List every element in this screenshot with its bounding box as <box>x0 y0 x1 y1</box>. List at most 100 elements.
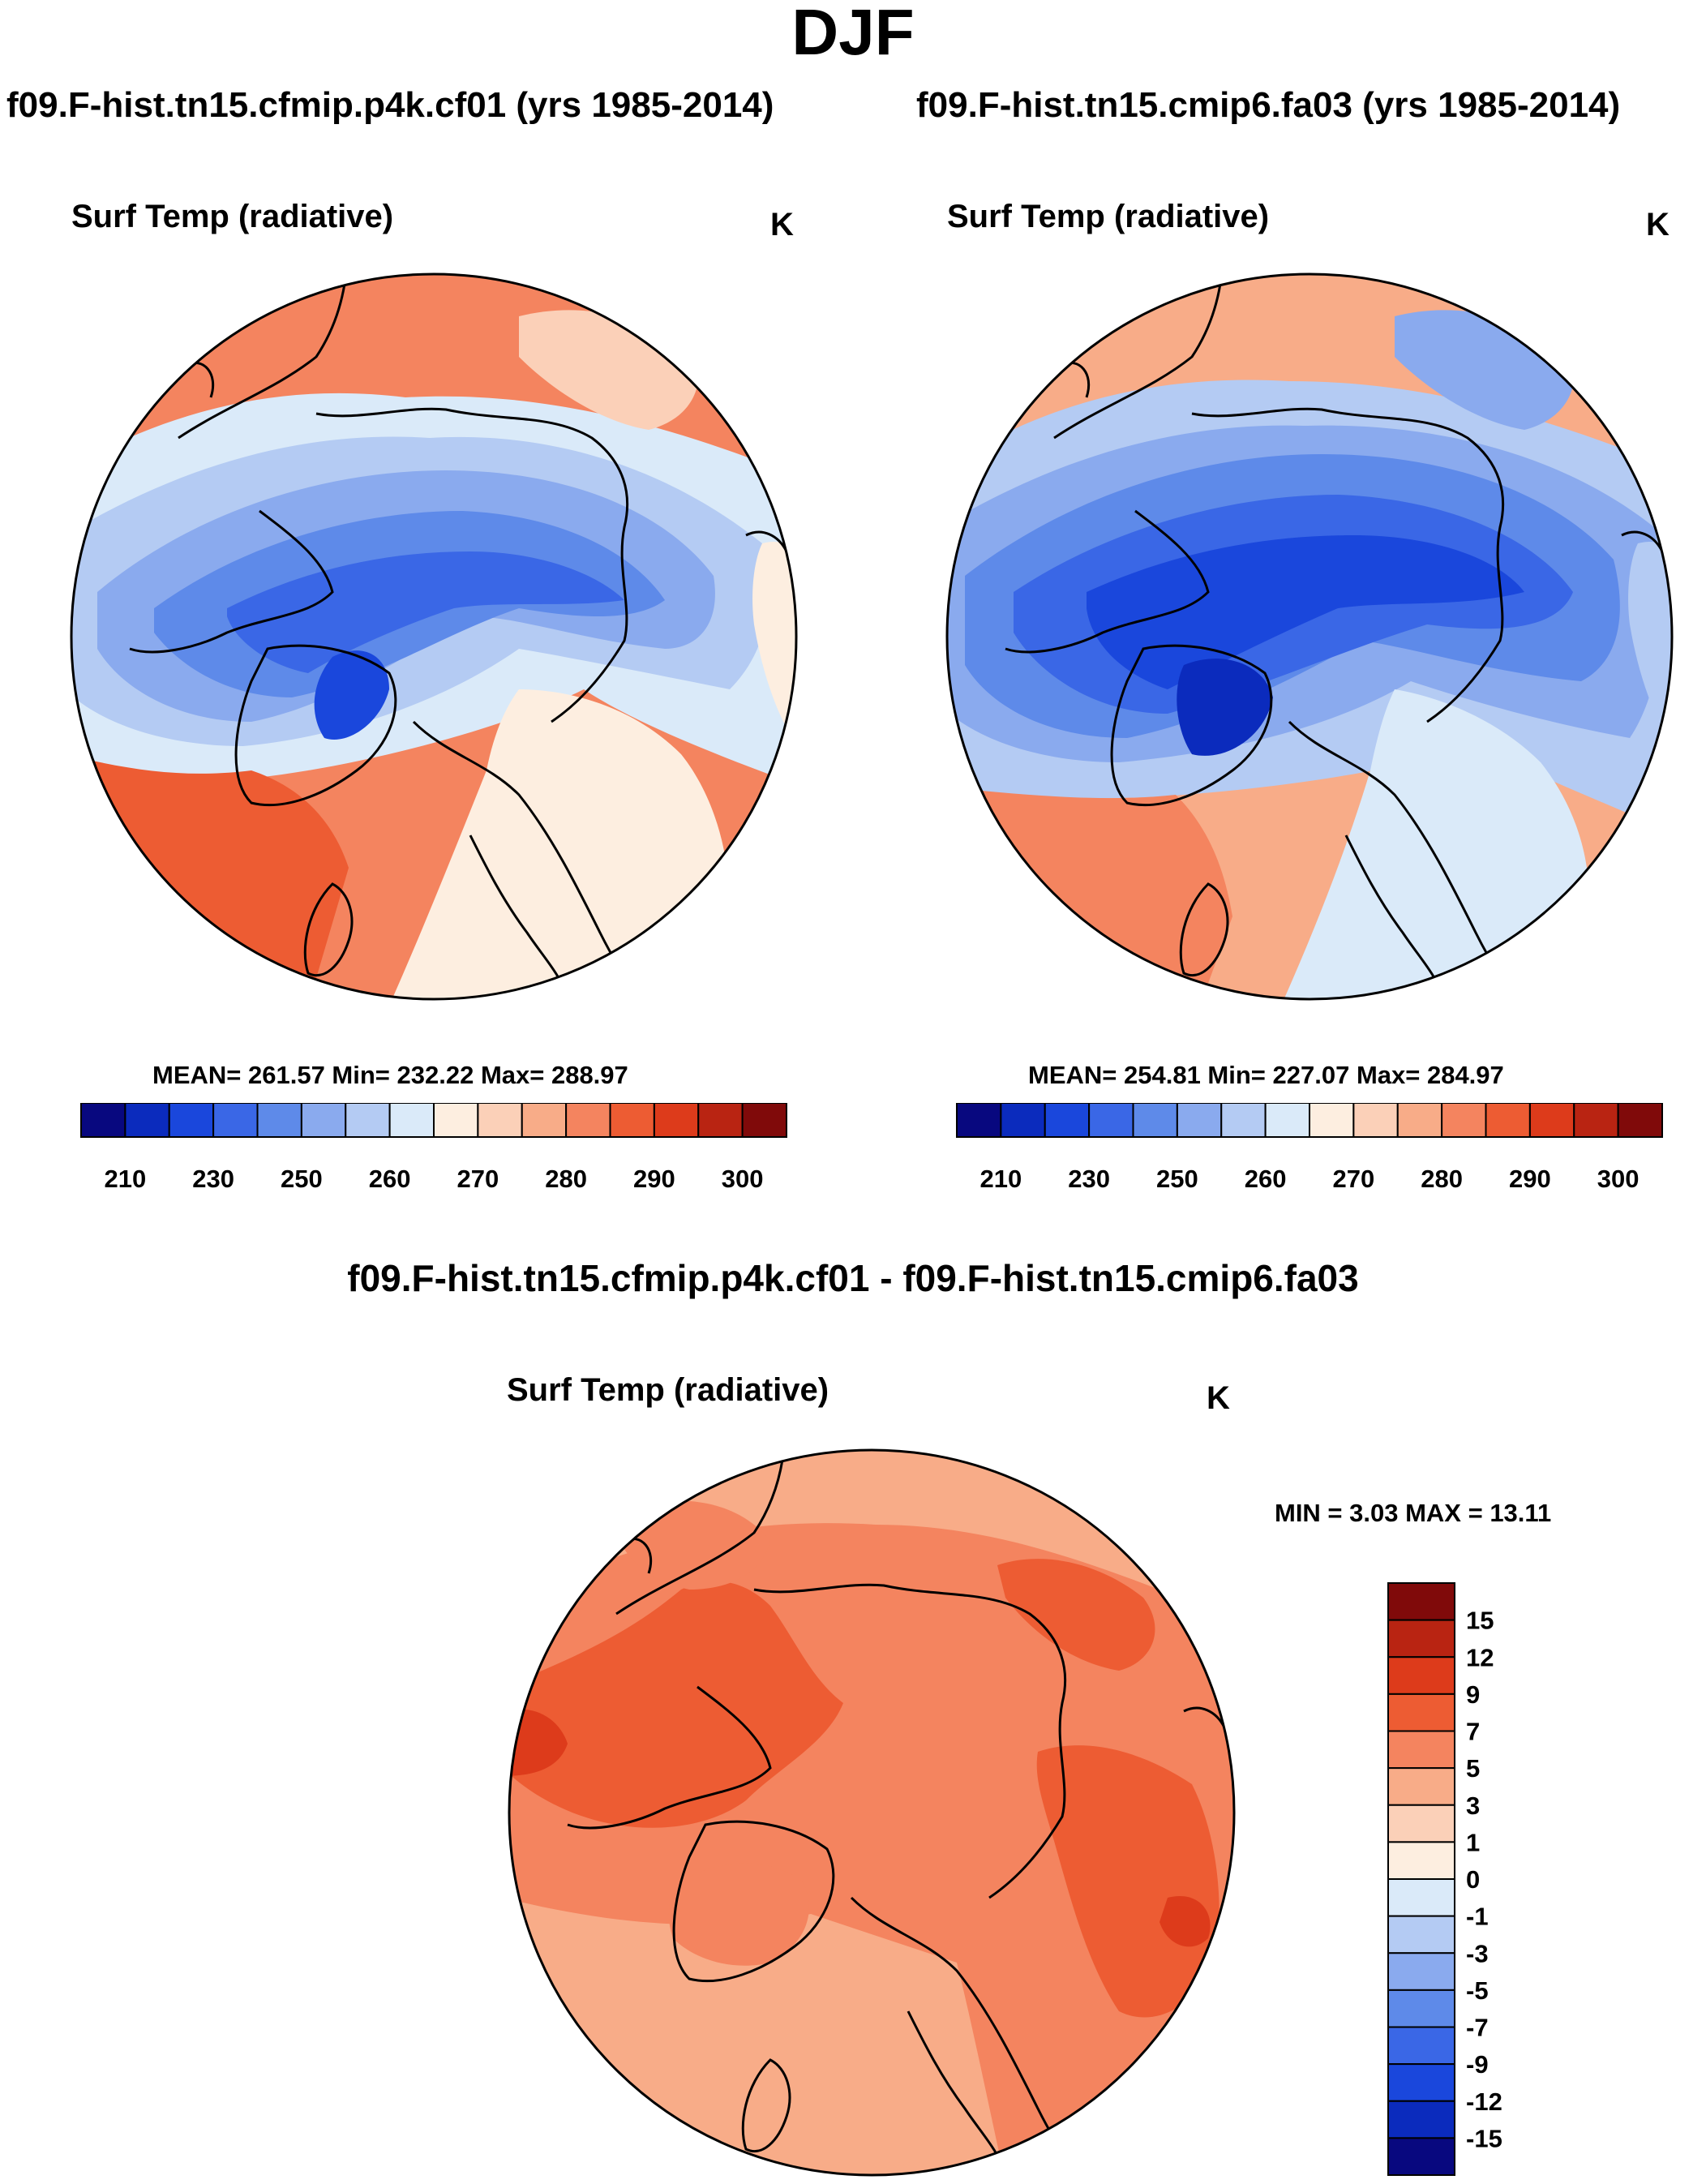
right-colorbar-swatch <box>1352 1103 1399 1138</box>
left-colorbar: 210 230 250 260 270 280 290 300 <box>80 1103 787 1192</box>
left-case-title: f09.F-hist.tn15.cfmip.p4k.cf01 (yrs 1985… <box>6 85 774 125</box>
left-colorbar-swatch <box>565 1103 611 1138</box>
difference-colorbar-tick-label: -1 <box>1466 1903 1489 1931</box>
difference-colorbar-swatch <box>1387 1878 1455 1917</box>
difference-map-boundary <box>508 1448 1236 2177</box>
difference-colorbar-swatch <box>1387 2100 1455 2139</box>
right-colorbar-swatch <box>1176 1103 1223 1138</box>
left-units-label: K <box>770 207 794 242</box>
left-colorbar-swatch <box>433 1103 479 1138</box>
right-colorbar-swatch <box>1441 1103 1487 1138</box>
difference-colorbar: 15 12 9 7 5 3 1 0 -1 -3 -5 -7 -9 -12 -15 <box>1387 1582 1502 2176</box>
difference-colorbar-tick-label: 9 <box>1466 1680 1480 1709</box>
left-colorbar-swatch <box>388 1103 435 1138</box>
difference-colorbar-swatch <box>1387 1952 1455 1991</box>
left-colorbar-tick-label: 290 <box>633 1165 675 1192</box>
difference-colorbar-tick-label: 3 <box>1466 1791 1480 1820</box>
difference-colorbar-tick-label: 1 <box>1466 1828 1480 1856</box>
difference-coastlines <box>567 1459 1226 2175</box>
difference-colorbar-swatch <box>1387 1619 1455 1658</box>
left-colorbar-swatch <box>124 1103 170 1138</box>
left-colorbar-tick-label: 300 <box>722 1165 764 1192</box>
difference-colorbar-tick-label: -15 <box>1466 2124 1502 2152</box>
right-colorbar-tick-label: 230 <box>1068 1165 1110 1192</box>
left-colorbar-tick-label: 270 <box>457 1165 499 1192</box>
difference-colorbar-tick-label: -7 <box>1466 2014 1489 2042</box>
right-colorbar-swatch <box>1573 1103 1619 1138</box>
left-map-fields <box>71 274 796 999</box>
difference-colorbar-swatch <box>1387 2137 1455 2176</box>
right-variable-label: Surf Temp (radiative) <box>947 199 1270 234</box>
right-colorbar-swatch <box>1132 1103 1178 1138</box>
right-colorbar-swatch <box>1044 1103 1091 1138</box>
left-polar-map <box>70 272 798 1001</box>
left-colorbar-swatch <box>609 1103 655 1138</box>
right-stats: MEAN= 254.81 Min= 227.07 Max= 284.97 <box>1028 1061 1504 1089</box>
right-colorbar-tick-label: 270 <box>1333 1165 1375 1192</box>
right-colorbar-swatch <box>1220 1103 1267 1138</box>
left-colorbar-tick-label: 260 <box>369 1165 411 1192</box>
right-colorbar-swatch <box>1396 1103 1443 1138</box>
difference-colorbar-swatch <box>1387 1656 1455 1695</box>
left-colorbar-swatch <box>168 1103 215 1138</box>
difference-polar-map <box>508 1448 1236 2177</box>
left-colorbar-swatch <box>345 1103 391 1138</box>
left-colorbar-tick-label: 280 <box>545 1165 587 1192</box>
difference-colorbar-swatch <box>1387 2063 1455 2102</box>
difference-map-fields <box>509 1450 1234 2175</box>
right-colorbar: 210 230 250 260 270 280 290 300 <box>956 1103 1663 1192</box>
diff-units-label: K <box>1207 1380 1230 1416</box>
right-colorbar-tick-label: 300 <box>1597 1165 1640 1192</box>
right-colorbar-tick-label: 280 <box>1421 1165 1463 1192</box>
difference-colorbar-tick-label: 12 <box>1466 1643 1494 1671</box>
left-colorbar-tick-label: 230 <box>192 1165 234 1192</box>
left-colorbar-swatch <box>521 1103 568 1138</box>
difference-colorbar-tick-label: 0 <box>1466 1865 1480 1894</box>
left-colorbar-tick-label: 250 <box>281 1165 323 1192</box>
right-colorbar-swatch <box>1617 1103 1663 1138</box>
difference-colorbar-swatch <box>1387 1693 1455 1732</box>
left-colorbar-swatch <box>300 1103 347 1138</box>
right-colorbar-tick-label: 260 <box>1245 1165 1287 1192</box>
difference-colorbar-tick-label: 5 <box>1466 1754 1480 1783</box>
difference-colorbar-tick-label: -3 <box>1466 1939 1489 1967</box>
difference-colorbar-swatch <box>1387 1989 1455 2028</box>
right-colorbar-swatch <box>1000 1103 1046 1138</box>
difference-colorbar-tick-label: 7 <box>1466 1718 1480 1746</box>
diff-variable-label: Surf Temp (radiative) <box>507 1372 829 1408</box>
right-map-fields <box>947 274 1672 999</box>
right-colorbar-swatch <box>1528 1103 1575 1138</box>
left-stats: MEAN= 261.57 Min= 232.22 Max= 288.97 <box>152 1061 628 1089</box>
difference-colorbar-tick-label: 15 <box>1466 1607 1494 1635</box>
left-map-boundary <box>70 272 798 1001</box>
difference-colorbar-tick-label: -12 <box>1466 2087 1502 2116</box>
difference-colorbar-swatch <box>1387 1804 1455 1843</box>
right-colorbar-swatch <box>1088 1103 1134 1138</box>
left-colorbar-swatch <box>653 1103 700 1138</box>
right-colorbar-swatch <box>956 1103 1002 1138</box>
left-colorbar-tick-label: 210 <box>105 1165 147 1192</box>
right-colorbar-swatch <box>1264 1103 1310 1138</box>
difference-colorbar-swatch <box>1387 1915 1455 1954</box>
right-case-title: f09.F-hist.tn15.cmip6.fa03 (yrs 1985-201… <box>916 85 1621 125</box>
right-colorbar-tick-label: 210 <box>980 1165 1022 1192</box>
difference-colorbar-swatch <box>1387 1767 1455 1806</box>
left-colorbar-swatch <box>697 1103 744 1138</box>
difference-colorbar-swatch <box>1387 1582 1455 1621</box>
left-colorbar-swatch <box>741 1103 787 1138</box>
left-colorbar-swatch <box>477 1103 523 1138</box>
right-units-label: K <box>1646 207 1670 242</box>
left-variable-label: Surf Temp (radiative) <box>71 199 394 234</box>
difference-colorbar-swatch <box>1387 1730 1455 1770</box>
left-colorbar-swatch <box>256 1103 302 1138</box>
difference-colorbar-tick-label: -9 <box>1466 2050 1489 2079</box>
difference-title: f09.F-hist.tn15.cfmip.p4k.cf01 - f09.F-h… <box>347 1257 1359 1299</box>
left-colorbar-swatch <box>212 1103 259 1138</box>
right-map-boundary <box>945 272 1674 1001</box>
right-polar-map <box>945 272 1674 1001</box>
left-colorbar-swatch <box>80 1103 126 1138</box>
difference-colorbar-swatch <box>1387 2026 1455 2066</box>
right-colorbar-tick-label: 250 <box>1156 1165 1198 1192</box>
right-colorbar-swatch <box>1309 1103 1355 1138</box>
right-colorbar-tick-label: 290 <box>1509 1165 1551 1192</box>
